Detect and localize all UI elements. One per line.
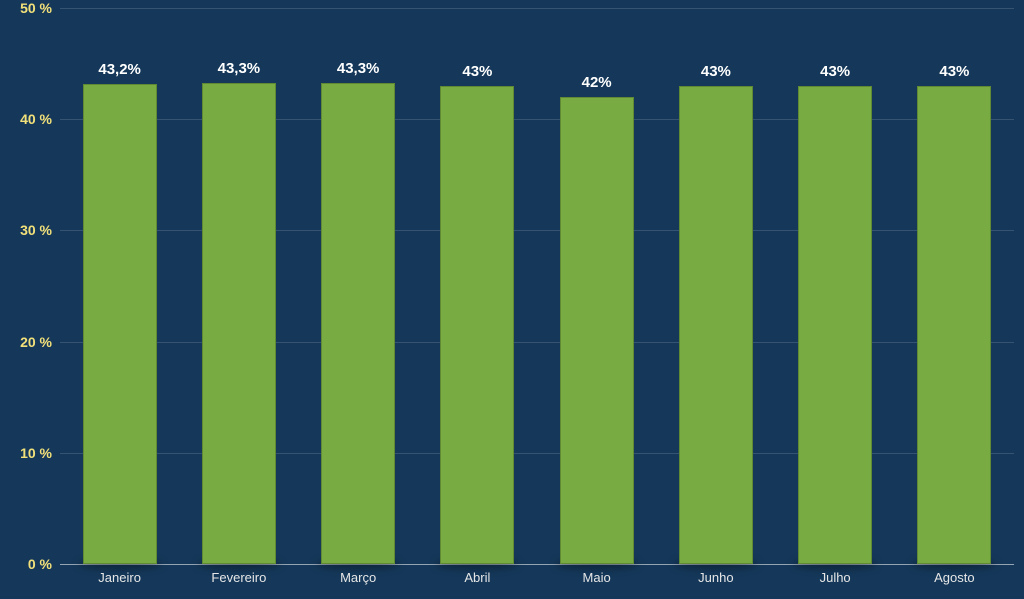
y-tick-label: 30 % bbox=[20, 222, 60, 238]
bar bbox=[202, 83, 276, 564]
x-tick-label: Agosto bbox=[934, 564, 974, 585]
bar bbox=[321, 83, 395, 564]
bar bbox=[679, 86, 753, 564]
y-tick-label: 50 % bbox=[20, 0, 60, 16]
gridline bbox=[60, 8, 1014, 9]
bar bbox=[798, 86, 872, 564]
bar-value-label: 43,3% bbox=[337, 60, 380, 77]
x-tick-label: Junho bbox=[698, 564, 733, 585]
x-tick-label: Março bbox=[340, 564, 376, 585]
y-tick-label: 40 % bbox=[20, 111, 60, 127]
x-tick-label: Fevereiro bbox=[211, 564, 266, 585]
bar-value-label: 43,3% bbox=[218, 60, 261, 77]
bar-value-label: 43% bbox=[939, 63, 969, 80]
bar-value-label: 43% bbox=[820, 63, 850, 80]
bar-value-label: 43% bbox=[462, 63, 492, 80]
x-tick-label: Janeiro bbox=[98, 564, 141, 585]
y-tick-label: 20 % bbox=[20, 334, 60, 350]
y-tick-label: 0 % bbox=[28, 556, 60, 572]
x-tick-label: Abril bbox=[464, 564, 490, 585]
bar bbox=[917, 86, 991, 564]
monthly-percentage-bar-chart: 0 % 10 % 20 % 30 % 40 % 50 % 43,2% Janeiro 43,3%… bbox=[0, 0, 1024, 599]
bar bbox=[440, 86, 514, 564]
x-tick-label: Julho bbox=[820, 564, 851, 585]
x-tick-label: Maio bbox=[583, 564, 611, 585]
plot-area: 0 %10 %20 %30 %40 %50 %43,2%Janeiro43,3%… bbox=[60, 8, 1014, 564]
y-tick-label: 10 % bbox=[20, 445, 60, 461]
bar bbox=[83, 84, 157, 564]
bar-value-label: 42% bbox=[582, 74, 612, 91]
bar-value-label: 43% bbox=[701, 63, 731, 80]
bar bbox=[560, 97, 634, 564]
bar-value-label: 43,2% bbox=[98, 61, 141, 78]
